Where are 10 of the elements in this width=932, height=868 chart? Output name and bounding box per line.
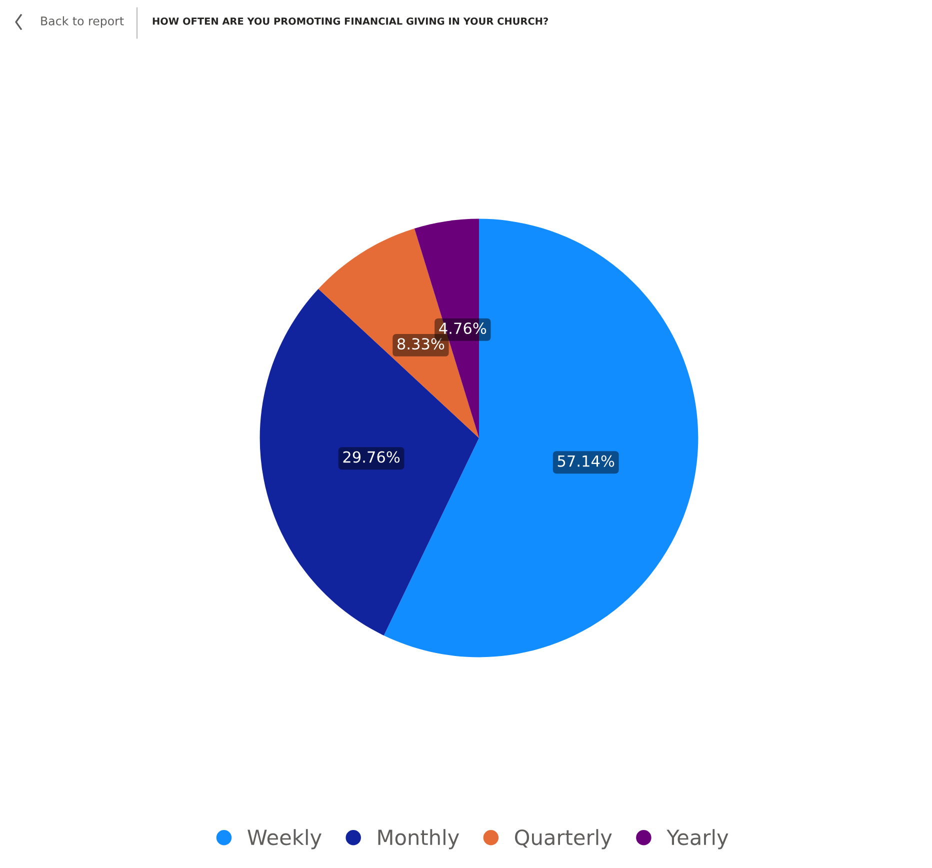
text: Back to report: [41, 16, 124, 28]
chart-title: HOW OFTEN ARE YOU PROMOTING FINANCIAL GIVING IN YOUR CHURCH?: [152, 17, 548, 25]
data-label: 4.76%: [439, 322, 486, 334]
legend-label: Quarterly: [515, 829, 612, 850]
data-label: 57.14%: [558, 455, 614, 467]
legend-label: Yearly: [666, 829, 728, 850]
data-label: 8.33%: [397, 338, 444, 350]
data-label: 29.76%: [343, 451, 400, 463]
legend-label: Monthly: [378, 829, 460, 850]
legend-label: Weekly: [248, 829, 322, 850]
